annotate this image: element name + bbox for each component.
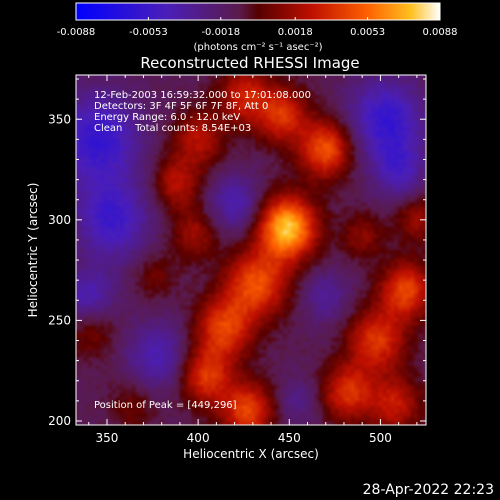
info-clean-counts: Clean Total counts: 8.54E+03 [94,123,251,134]
chart-title: Reconstructed RHESSI Image [140,54,359,72]
colorbar-tick-label: 0.0088 [423,27,458,38]
colorbar-gradient [75,2,441,21]
image-plot [76,75,426,425]
y-axis-label: Heliocentric Y (arcsec) [26,183,40,318]
x-tick-label: 400 [187,431,210,445]
info-detectors: Detectors: 3F 4F 5F 6F 7F 8F, Att 0 [94,101,268,112]
y-axis-ticks: 200 250 300 350 [48,78,426,428]
x-axis-ticks: 350 400 450 500 [88,75,418,445]
x-tick-label: 450 [278,431,301,445]
info-energy-range: Energy Range: 6.0 - 12.0 keV [94,112,240,123]
x-tick-label: 350 [96,431,119,445]
colorbar-ticks: -0.0088 -0.0053 -0.0018 0.0018 0.0053 0.0088 [57,17,458,38]
colorbar-tick-label: -0.0018 [201,27,240,38]
y-tick-label: 250 [48,313,71,327]
colorbar-tick-label: -0.0088 [57,27,96,38]
colorbar-tick-label: 0.0053 [350,27,385,38]
y-tick-label: 300 [48,213,71,227]
peak-position-label: Position of Peak = [449,296] [94,400,237,411]
colorbar-tick-label: -0.0053 [129,27,168,38]
colorbar-tick-label: 0.0018 [278,27,313,38]
plot-frame [75,74,427,426]
colorbar: -0.0088 -0.0053 -0.0018 0.0018 0.0053 0.0088 … [57,2,458,53]
colorbar-unit-label: (photons cm⁻² s⁻¹ asec⁻²) [193,42,322,53]
info-text: 12-Feb-2003 16:59:32.000 to 17:01:08.000… [94,90,311,411]
footer-timestamp: 28-Apr-2022 22:23 [363,482,494,498]
x-tick-label: 500 [369,431,392,445]
y-tick-label: 200 [48,414,71,428]
x-axis-label: Heliocentric X (arcsec) [183,447,319,461]
info-time-range: 12-Feb-2003 16:59:32.000 to 17:01:08.000 [94,90,311,101]
heatmap-image [76,75,426,425]
y-tick-label: 350 [48,112,71,126]
